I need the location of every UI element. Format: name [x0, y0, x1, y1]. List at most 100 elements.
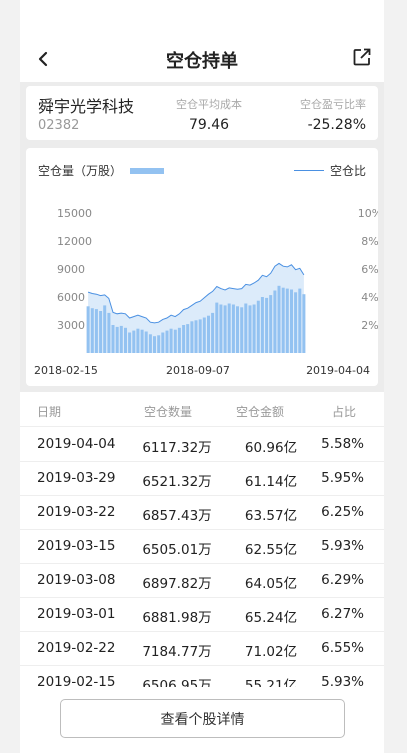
- view-stock-details-button[interactable]: 查看个股详情: [60, 699, 345, 738]
- short-volume-bar: [244, 303, 248, 353]
- stock-summary-card: 舜宇光学科技 02382 空仓平均成本 79.46 空仓盈亏比率 -25.28%: [26, 86, 378, 140]
- cell-quantity: 6521.32万: [142, 474, 212, 490]
- cell-date: 2019-04-04: [37, 436, 116, 452]
- avg-cost-label: 空仓平均成本: [176, 98, 242, 111]
- cell-ratio: 6.25%: [321, 504, 364, 520]
- chart-canvas: 3000 6000 9000 12000 15000 2% 4% 6% 8% 10%: [57, 207, 378, 353]
- short-volume-bar: [294, 292, 298, 353]
- short-volume-bar: [140, 329, 144, 353]
- short-volume-bar: [128, 332, 132, 353]
- x-tick-start: 2018-02-15: [34, 364, 98, 377]
- short-position-table: 2019-04-04 6117.32万 60.96亿 5.58% 2019-03…: [20, 428, 384, 700]
- cell-date: 2019-03-29: [37, 470, 116, 486]
- x-tick-mid: 2018-09-07: [166, 364, 230, 377]
- y-left-tick: 9000: [57, 263, 85, 276]
- cell-date: 2019-02-15: [37, 674, 116, 690]
- y-left-tick: 6000: [57, 291, 85, 304]
- short-volume-bar: [252, 304, 256, 353]
- y-left-tick: 15000: [57, 207, 92, 220]
- short-volume-bar: [90, 308, 94, 353]
- cell-date: 2019-03-15: [37, 538, 116, 554]
- cell-amount: 63.57亿: [244, 508, 298, 524]
- table-row[interactable]: 2019-03-29 6521.32万 61.14亿 5.95%: [20, 462, 384, 496]
- y-right-tick: 6%: [361, 263, 378, 276]
- cell-date: 2019-03-08: [37, 572, 116, 588]
- short-volume-bar: [136, 328, 140, 353]
- back-button[interactable]: [30, 46, 56, 72]
- table-row[interactable]: 2019-03-22 6857.43万 63.57亿 6.25%: [20, 496, 384, 530]
- cell-date: 2019-03-01: [37, 606, 116, 622]
- avg-cost-stat: 空仓平均成本 79.46: [174, 96, 244, 133]
- pnl-ratio-value: -25.28%: [307, 117, 366, 133]
- table-row[interactable]: 2019-02-22 7184.77万 71.02亿 6.55%: [20, 632, 384, 666]
- short-volume-bar: [161, 332, 165, 353]
- cell-amount: 61.14亿: [244, 474, 298, 490]
- cell-date: 2019-03-22: [37, 504, 116, 520]
- short-volume-bar: [190, 321, 194, 353]
- pnl-ratio-stat: 空仓盈亏比率 -25.28%: [300, 96, 366, 133]
- x-tick-end: 2019-04-04: [306, 364, 370, 377]
- legend-bar-swatch: [130, 167, 165, 174]
- short-volume-bar: [124, 327, 127, 353]
- legend-bar-label: 空仓量（万股）: [38, 164, 123, 178]
- short-volume-bar: [103, 305, 107, 353]
- nav-bar: 空仓持单: [20, 38, 384, 80]
- cell-amount: 60.96亿: [244, 440, 298, 456]
- short-volume-bar: [277, 285, 281, 353]
- short-volume-bar: [153, 336, 156, 353]
- short-volume-bar: [173, 329, 177, 353]
- short-volume-bar: [215, 302, 219, 353]
- short-volume-bar: [198, 319, 202, 353]
- short-volume-bar: [86, 306, 90, 353]
- cell-ratio: 5.93%: [321, 674, 364, 690]
- short-volume-bar: [285, 288, 289, 353]
- cell-amount: 64.05亿: [244, 576, 298, 592]
- legend-bar: 空仓量（万股）: [38, 162, 165, 179]
- table-row[interactable]: 2019-03-01 6881.98万 65.24亿 6.27%: [20, 598, 384, 632]
- short-volume-bar: [119, 325, 123, 353]
- y-right-tick: 4%: [361, 291, 378, 304]
- legend-line-label: 空仓比: [329, 164, 366, 178]
- short-volume-bar: [99, 311, 103, 353]
- short-volume-bar: [260, 297, 264, 353]
- cell-amount: 65.24亿: [244, 610, 298, 626]
- short-position-chart: 3000 6000 9000 12000 15000 2% 4% 6% 8% 10% 空仓量（万股…: [26, 148, 378, 386]
- short-volume-bar: [273, 290, 277, 353]
- short-volume-bar: [236, 306, 239, 353]
- cell-ratio: 5.58%: [321, 436, 364, 452]
- cell-date: 2019-02-22: [37, 640, 116, 656]
- short-volume-bar: [202, 317, 206, 353]
- header-ratio: 占比: [331, 405, 356, 419]
- header-date: 日期: [37, 405, 62, 419]
- short-volume-bar: [186, 324, 190, 353]
- short-volume-bar: [148, 334, 152, 353]
- short-volume-bar: [157, 335, 161, 353]
- table-row[interactable]: 2019-03-08 6897.82万 64.05亿 6.29%: [20, 564, 384, 598]
- short-volume-bar: [231, 304, 235, 353]
- short-volume-bar: [94, 309, 98, 353]
- table-row[interactable]: 2019-03-15 6505.01万 62.55亿 5.93%: [20, 530, 384, 564]
- cell-ratio: 5.93%: [321, 538, 364, 554]
- short-volume-bar: [182, 325, 186, 353]
- y-left-tick: 12000: [57, 235, 92, 248]
- y-right-tick: 2%: [361, 319, 378, 332]
- table-row[interactable]: 2019-04-04 6117.32万 60.96亿 5.58%: [20, 428, 384, 462]
- short-volume-bar: [177, 327, 181, 353]
- cell-quantity: 7184.77万: [142, 644, 212, 660]
- share-button[interactable]: [352, 47, 374, 69]
- cell-ratio: 6.29%: [321, 572, 364, 588]
- cell-amount: 71.02亿: [244, 644, 298, 660]
- avg-cost-value: 79.46: [188, 117, 230, 133]
- stock-code: 02382: [38, 118, 80, 133]
- short-volume-bar: [194, 320, 198, 353]
- stock-name: 舜宇光学科技: [38, 97, 135, 116]
- table-header: 日期 空仓数量 空仓金额 占比: [20, 393, 384, 427]
- short-volume-bar: [111, 325, 115, 353]
- cell-amount: 62.55亿: [244, 542, 298, 558]
- short-volume-bar: [227, 303, 231, 353]
- cell-quantity: 6117.32万: [142, 440, 212, 456]
- short-volume-bar: [144, 331, 148, 353]
- legend-line-swatch: [293, 170, 324, 171]
- short-volume-bar: [248, 305, 252, 353]
- cell-ratio: 6.27%: [321, 606, 364, 622]
